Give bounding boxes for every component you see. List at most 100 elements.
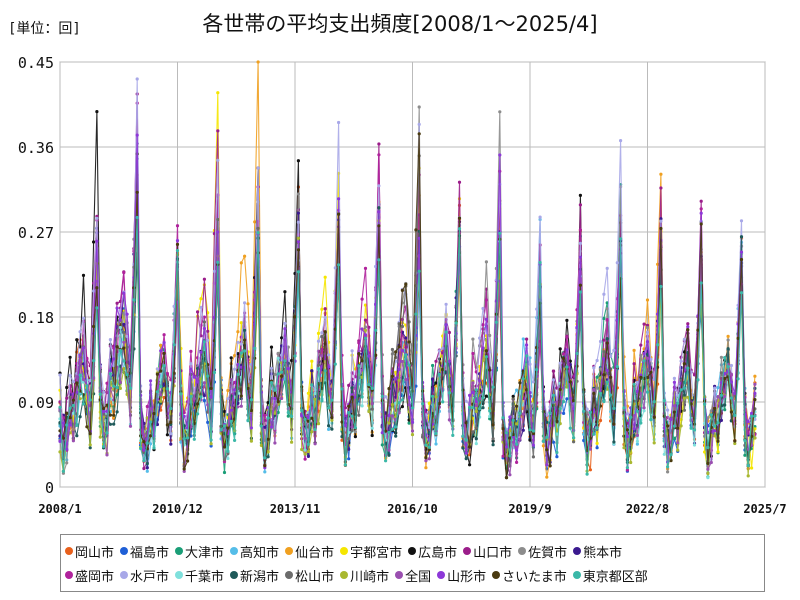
data-point bbox=[316, 363, 321, 367]
data-point bbox=[112, 422, 116, 426]
data-point bbox=[142, 459, 146, 463]
data-point bbox=[750, 414, 754, 418]
data-point bbox=[404, 378, 408, 382]
data-point bbox=[182, 411, 186, 415]
data-point bbox=[669, 417, 673, 421]
data-point bbox=[360, 395, 364, 399]
data-point bbox=[390, 347, 394, 352]
data-point bbox=[746, 474, 750, 478]
data-point bbox=[209, 386, 213, 390]
data-point bbox=[642, 322, 646, 326]
data-point bbox=[592, 422, 596, 426]
data-point bbox=[363, 328, 368, 332]
x-tick-label: 2019/9 bbox=[508, 502, 551, 516]
data-point bbox=[229, 356, 233, 360]
data-point bbox=[280, 374, 284, 378]
data-point bbox=[206, 329, 210, 333]
data-point bbox=[468, 393, 472, 397]
data-point bbox=[686, 366, 690, 370]
data-point bbox=[703, 402, 707, 406]
data-point bbox=[340, 420, 344, 424]
data-point bbox=[719, 355, 724, 359]
data-point bbox=[327, 424, 331, 428]
data-point bbox=[316, 367, 321, 371]
data-point bbox=[243, 338, 247, 342]
data-point bbox=[625, 468, 630, 472]
data-point bbox=[360, 404, 364, 408]
data-point bbox=[400, 288, 404, 292]
legend-marker-icon bbox=[285, 571, 294, 579]
data-point bbox=[88, 432, 92, 436]
data-point bbox=[635, 389, 640, 393]
data-point bbox=[276, 400, 280, 404]
data-point bbox=[515, 460, 519, 464]
legend-item: 新潟市 bbox=[230, 566, 279, 585]
data-point bbox=[239, 351, 243, 355]
data-point bbox=[474, 403, 478, 408]
y-tick-label: 0.18 bbox=[18, 309, 54, 327]
data-point bbox=[639, 373, 643, 377]
data-point bbox=[108, 422, 112, 426]
data-point bbox=[239, 404, 243, 408]
data-point bbox=[548, 464, 552, 468]
data-point bbox=[454, 321, 458, 325]
data-point bbox=[363, 325, 368, 329]
data-point bbox=[632, 382, 636, 386]
legend-label: 新潟市 bbox=[240, 569, 280, 585]
data-point bbox=[461, 434, 465, 438]
data-point bbox=[649, 370, 653, 374]
data-point bbox=[75, 338, 79, 342]
data-point bbox=[659, 226, 663, 231]
data-point bbox=[209, 442, 213, 446]
data-point bbox=[582, 409, 586, 413]
data-point bbox=[306, 449, 310, 454]
data-point bbox=[498, 153, 502, 157]
data-point bbox=[316, 339, 321, 343]
data-point bbox=[286, 410, 290, 415]
data-point bbox=[92, 359, 96, 363]
data-point bbox=[434, 381, 438, 385]
data-point bbox=[169, 406, 173, 411]
data-point bbox=[155, 367, 159, 371]
data-point bbox=[598, 367, 603, 371]
data-point bbox=[518, 437, 522, 441]
data-point bbox=[306, 391, 310, 395]
data-point bbox=[239, 365, 243, 369]
legend-item: 熊本市 bbox=[573, 542, 622, 561]
data-point bbox=[682, 396, 687, 400]
legend-label: 東京都区部 bbox=[582, 569, 648, 585]
data-point bbox=[229, 408, 233, 412]
data-point bbox=[269, 381, 274, 385]
data-point bbox=[723, 376, 727, 381]
data-point bbox=[615, 261, 619, 265]
data-point bbox=[233, 354, 237, 358]
data-point bbox=[202, 277, 206, 281]
data-point bbox=[81, 316, 86, 320]
data-point bbox=[266, 437, 270, 441]
data-point bbox=[726, 365, 730, 369]
data-point bbox=[441, 400, 445, 404]
data-point bbox=[729, 372, 734, 376]
data-point bbox=[424, 466, 428, 470]
data-point bbox=[363, 333, 368, 337]
data-point bbox=[239, 342, 243, 346]
data-point bbox=[65, 396, 69, 400]
data-point bbox=[266, 401, 270, 405]
data-point bbox=[222, 458, 227, 462]
data-point bbox=[400, 348, 404, 352]
data-point bbox=[525, 354, 529, 358]
data-point bbox=[263, 425, 267, 429]
data-point bbox=[635, 442, 640, 446]
data-point bbox=[367, 383, 371, 387]
data-point bbox=[417, 105, 421, 109]
data-point bbox=[347, 437, 351, 441]
data-point bbox=[753, 391, 757, 395]
data-point bbox=[236, 340, 240, 344]
data-point bbox=[464, 421, 468, 425]
data-point bbox=[226, 449, 230, 453]
data-point bbox=[424, 456, 428, 460]
legend-label: 全国 bbox=[405, 569, 432, 585]
data-point bbox=[635, 380, 640, 385]
data-point bbox=[337, 263, 341, 267]
data-point bbox=[169, 442, 173, 446]
